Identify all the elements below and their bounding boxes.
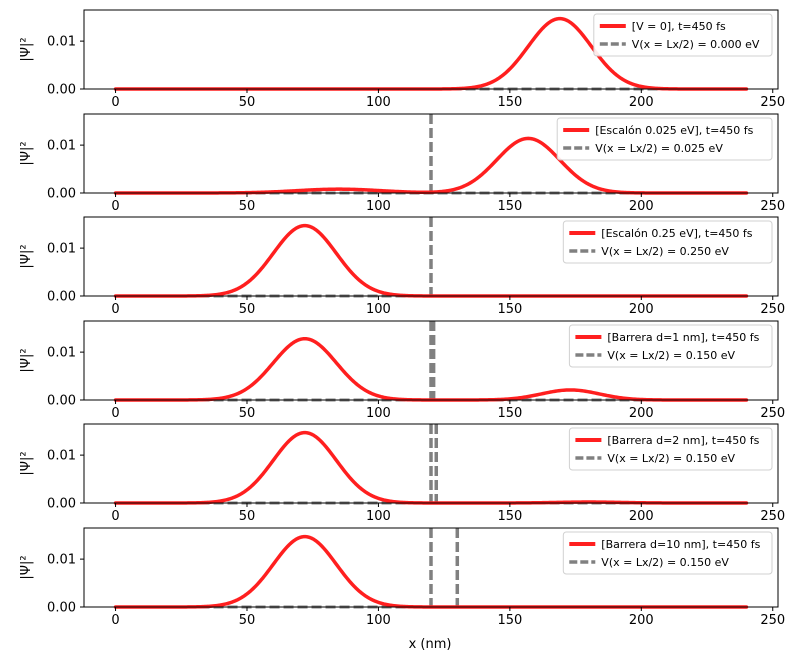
legend-box [562, 531, 773, 575]
legend-label-potential: V(x = Lx/2) = 0.150 eV [607, 452, 735, 465]
y-tick-label: 0.01 [47, 35, 76, 50]
y-tick-label: 0.00 [47, 394, 76, 409]
y-tick-label: 0.00 [47, 83, 76, 98]
legend-label-potential: V(x = Lx/2) = 0.000 eV [632, 38, 760, 51]
panel-4: 0 50 100 150 200 250 0.00 0.01 |Ψ|² [Barrera d=1 … [19, 320, 785, 421]
y-tick-label: 0.00 [47, 601, 76, 616]
x-tick-label: 50 [239, 302, 256, 317]
x-tick-label: 200 [629, 199, 654, 214]
legend-label-potential: V(x = Lx/2) = 0.150 eV [607, 349, 735, 362]
legend-box [568, 324, 773, 368]
x-tick-label: 100 [366, 613, 391, 628]
y-tick-label: 0.01 [47, 449, 76, 464]
x-tick-label: 150 [497, 509, 522, 524]
panel-2: 0 50 100 150 200 250 0.00 0.01 |Ψ|² [Escalón 0.02… [19, 113, 785, 214]
legend-box [593, 13, 773, 57]
x-tick-label: 250 [760, 302, 785, 317]
x-tick-label: 150 [497, 199, 522, 214]
x-tick-label: 200 [629, 95, 654, 110]
legend-label-potential: V(x = Lx/2) = 0.250 eV [601, 245, 729, 258]
legend-label-wave: [Barrera d=10 nm], t=450 fs [601, 538, 760, 551]
axes-frame [83, 9, 779, 90]
legend-box [568, 427, 773, 471]
x-tick-label: 150 [497, 613, 522, 628]
x-tick-label: 100 [366, 95, 391, 110]
x-tick-label: 0 [111, 302, 119, 317]
x-tick-label: 100 [366, 406, 391, 421]
y-tick-label: 0.00 [47, 497, 76, 512]
panel-6: 0 50 100 150 200 250 0.00 0.01 |Ψ|² [Barrera d=10… [19, 527, 785, 628]
y-tick-label: 0.01 [47, 242, 76, 257]
x-tick-label: 50 [239, 95, 256, 110]
legend-box [556, 117, 773, 161]
x-tick-label: 250 [760, 199, 785, 214]
x-tick-label: 250 [760, 406, 785, 421]
x-tick-label: 100 [366, 302, 391, 317]
axes-frame [83, 113, 779, 194]
panel-1: 0 50 100 150 200 250 0.00 0.01 |Ψ|² [V = 0], t=45… [19, 9, 785, 110]
y-tick-label: 0.01 [47, 346, 76, 361]
y-tick-label: 0.00 [47, 187, 76, 202]
legend-label-wave: [Barrera d=1 nm], t=450 fs [607, 331, 759, 344]
panels-group: 0 50 100 150 200 250 0.00 0.01 |Ψ|² [V = 0], t=45… [19, 9, 785, 628]
x-tick-label: 200 [629, 406, 654, 421]
y-axis-title: |Ψ|² [19, 451, 34, 475]
x-tick-label: 0 [111, 199, 119, 214]
x-tick-label: 250 [760, 613, 785, 628]
x-tick-label: 50 [239, 406, 256, 421]
axes-frame [83, 527, 779, 608]
legend-label-potential: V(x = Lx/2) = 0.150 eV [601, 556, 729, 569]
axes-frame [83, 216, 779, 297]
y-axis-title: |Ψ|² [19, 555, 34, 579]
x-tick-label: 250 [760, 95, 785, 110]
x-tick-label: 50 [239, 509, 256, 524]
legend-box [562, 220, 773, 264]
x-tick-label: 150 [497, 95, 522, 110]
y-axis-title: |Ψ|² [19, 141, 34, 165]
x-tick-label: 150 [497, 302, 522, 317]
legend-label-wave: [Barrera d=2 nm], t=450 fs [607, 434, 759, 447]
x-tick-label: 200 [629, 509, 654, 524]
legend-label-potential: V(x = Lx/2) = 0.025 eV [595, 142, 723, 155]
y-tick-label: 0.01 [47, 139, 76, 154]
x-tick-label: 100 [366, 509, 391, 524]
y-axis-title: |Ψ|² [19, 244, 34, 268]
x-tick-label: 100 [366, 199, 391, 214]
legend-label-wave: [V = 0], t=450 fs [632, 20, 726, 33]
legend-label-wave: [Escalón 0.025 eV], t=450 fs [595, 124, 753, 137]
panel-5: 0 50 100 150 200 250 0.00 0.01 |Ψ|² [Barrera d=2 … [19, 423, 785, 524]
axes-frame [83, 423, 779, 504]
y-tick-label: 0.01 [47, 553, 76, 568]
x-tick-label: 0 [111, 406, 119, 421]
x-tick-label: 200 [629, 302, 654, 317]
panel-3: 0 50 100 150 200 250 0.00 0.01 |Ψ|² [Escalón 0.25… [19, 216, 785, 317]
x-tick-label: 150 [497, 406, 522, 421]
x-tick-label: 200 [629, 613, 654, 628]
x-axis-title: x (nm) [409, 637, 452, 652]
x-tick-label: 0 [111, 613, 119, 628]
y-tick-label: 0.00 [47, 290, 76, 305]
axes-frame [83, 320, 779, 401]
legend-label-wave: [Escalón 0.25 eV], t=450 fs [601, 227, 752, 240]
x-tick-label: 0 [111, 509, 119, 524]
x-tick-label: 250 [760, 509, 785, 524]
x-tick-label: 50 [239, 199, 256, 214]
y-axis-title: |Ψ|² [19, 348, 34, 372]
x-tick-label: 0 [111, 95, 119, 110]
y-axis-title: |Ψ|² [19, 37, 34, 61]
x-tick-label: 50 [239, 613, 256, 628]
